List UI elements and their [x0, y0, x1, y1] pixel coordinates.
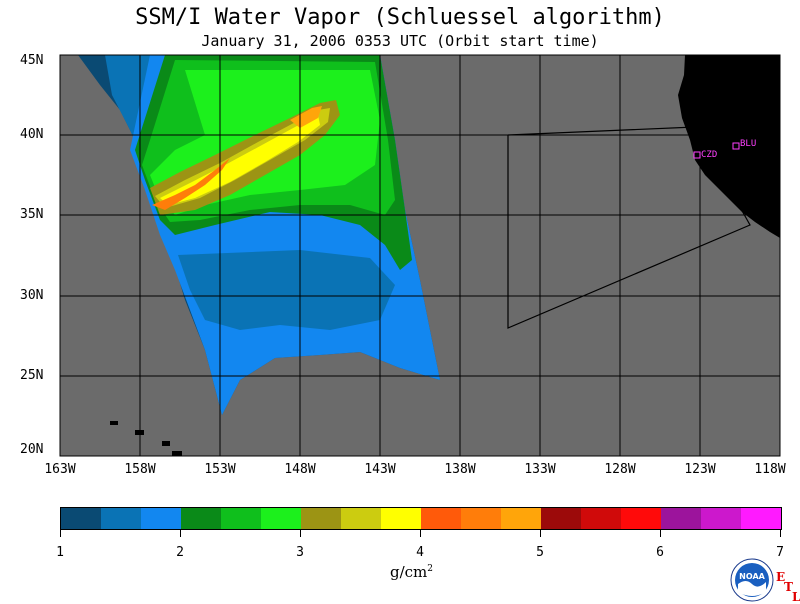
swath-orange-streak-2: [290, 106, 322, 128]
colorbar-tick-label: 1: [56, 545, 64, 560]
colorbar-tick-label: 7: [776, 545, 784, 560]
units-label: g/cm2: [390, 563, 434, 581]
colorbar-segment: [61, 508, 101, 529]
svg-text:NOAA: NOAA: [739, 572, 765, 581]
lat-label-45n: 45N: [20, 53, 44, 68]
lat-label-30n: 30N: [20, 288, 44, 303]
etl-letter-t: T: [784, 580, 793, 594]
noaa-logo: NOAA: [730, 558, 774, 602]
map-subtitle: January 31, 2006 0353 UTC (Orbit start t…: [201, 32, 599, 50]
colorbar-tick: [660, 529, 661, 537]
lon-label-163w: 163W: [44, 462, 76, 477]
colorbar-segment: [301, 508, 341, 529]
colorbar-segment: [501, 508, 541, 529]
etl-letter-e: E: [776, 570, 786, 584]
colorbar-segment: [221, 508, 261, 529]
etl-letter-l: L: [792, 590, 800, 604]
hawaii-island-1: [110, 421, 118, 425]
colorbar-tick-label: 3: [296, 545, 304, 560]
station-blu-label: BLU: [740, 139, 756, 149]
lon-label-153w: 153W: [204, 462, 236, 477]
lon-label-118w: 118W: [754, 462, 786, 477]
station-czd-label: CZD: [701, 150, 717, 160]
colorbar-segment: [621, 508, 661, 529]
colorbar-tick: [300, 529, 301, 537]
colorbar-segment: [101, 508, 141, 529]
colorbar-segment: [461, 508, 501, 529]
hawaii-island-3: [162, 441, 170, 446]
lon-label-158w: 158W: [124, 462, 156, 477]
colorbar-tick: [180, 529, 181, 537]
swath-orange-streak: [152, 158, 230, 210]
study-region-outline: [507, 126, 751, 329]
colorbar-tick: [60, 529, 61, 537]
colorbar-tick-label: 5: [536, 545, 544, 560]
colorbar-tick-label: 4: [416, 545, 424, 560]
colorbar-segment: [141, 508, 181, 529]
lon-label-143w: 143W: [364, 462, 396, 477]
colorbar-segment: [741, 508, 781, 529]
lat-label-20n: 20N: [20, 442, 44, 457]
hawaii-island-4: [172, 451, 182, 456]
lat-label-35n: 35N: [20, 207, 44, 222]
colorbar-segment: [381, 508, 421, 529]
colorbar-segment: [261, 508, 301, 529]
colorbar-tick-label: 6: [656, 545, 664, 560]
map-frame: [59, 54, 781, 457]
map-title: SSM/I Water Vapor (Schluessel algorithm): [135, 5, 665, 30]
lon-label-148w: 148W: [284, 462, 316, 477]
colorbar: [60, 507, 782, 530]
land-north-america: [678, 55, 780, 238]
colorbar-segment: [581, 508, 621, 529]
colorbar-segment: [661, 508, 701, 529]
colorbar-segment: [341, 508, 381, 529]
station-czd-marker: [693, 151, 701, 159]
lat-label-40n: 40N: [20, 127, 44, 142]
colorbar-tick: [540, 529, 541, 537]
colorbar-segment: [541, 508, 581, 529]
graticule: [60, 55, 780, 456]
lon-label-133w: 133W: [524, 462, 556, 477]
colorbar-segment: [701, 508, 741, 529]
colorbar-tick: [420, 529, 421, 537]
lat-label-25n: 25N: [20, 368, 44, 383]
colorbar-segment: [421, 508, 461, 529]
colorbar-tick-label: 2: [176, 545, 184, 560]
colorbar-tick: [780, 529, 781, 537]
swath-blue-patch: [178, 250, 395, 330]
lon-label-138w: 138W: [444, 462, 476, 477]
colorbar-segment: [181, 508, 221, 529]
lon-label-128w: 128W: [604, 462, 636, 477]
station-blu-marker: [732, 142, 740, 150]
lon-label-123w: 123W: [684, 462, 716, 477]
